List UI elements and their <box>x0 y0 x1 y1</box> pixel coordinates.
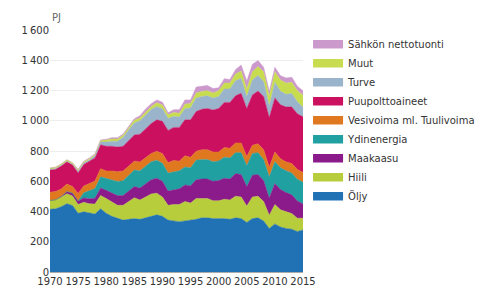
svg-text:0: 0 <box>43 267 49 278</box>
svg-text:PJ: PJ <box>52 12 61 23</box>
svg-text:Hiili: Hiili <box>348 172 367 183</box>
svg-text:1970: 1970 <box>37 276 62 287</box>
svg-text:600: 600 <box>30 176 49 187</box>
svg-text:1 200: 1 200 <box>22 85 49 96</box>
svg-text:1 600: 1 600 <box>22 25 49 36</box>
svg-text:Turve: Turve <box>347 77 375 88</box>
svg-text:1975: 1975 <box>65 276 90 287</box>
svg-text:Puupolttoaineet: Puupolttoaineet <box>348 96 427 107</box>
svg-text:1 400: 1 400 <box>22 55 49 66</box>
svg-text:Muut: Muut <box>348 58 373 69</box>
svg-text:Vesivoima ml. Tuulivoima: Vesivoima ml. Tuulivoima <box>348 115 474 126</box>
svg-text:2015: 2015 <box>290 276 315 287</box>
svg-text:2010: 2010 <box>262 276 287 287</box>
svg-text:1990: 1990 <box>150 276 175 287</box>
svg-text:Ydinenergia: Ydinenergia <box>347 134 407 145</box>
svg-text:Maakaasu: Maakaasu <box>348 153 398 164</box>
svg-text:1985: 1985 <box>122 276 147 287</box>
svg-text:200: 200 <box>30 236 49 247</box>
svg-text:2005: 2005 <box>234 276 259 287</box>
svg-text:1 000: 1 000 <box>22 115 49 126</box>
svg-text:2000: 2000 <box>206 276 231 287</box>
svg-text:800: 800 <box>30 146 49 157</box>
svg-text:1995: 1995 <box>178 276 203 287</box>
svg-text:1980: 1980 <box>93 276 118 287</box>
svg-text:Sähkön nettotuonti: Sähkön nettotuonti <box>348 39 444 50</box>
svg-text:400: 400 <box>30 206 49 217</box>
svg-text:Öljy: Öljy <box>348 190 367 202</box>
